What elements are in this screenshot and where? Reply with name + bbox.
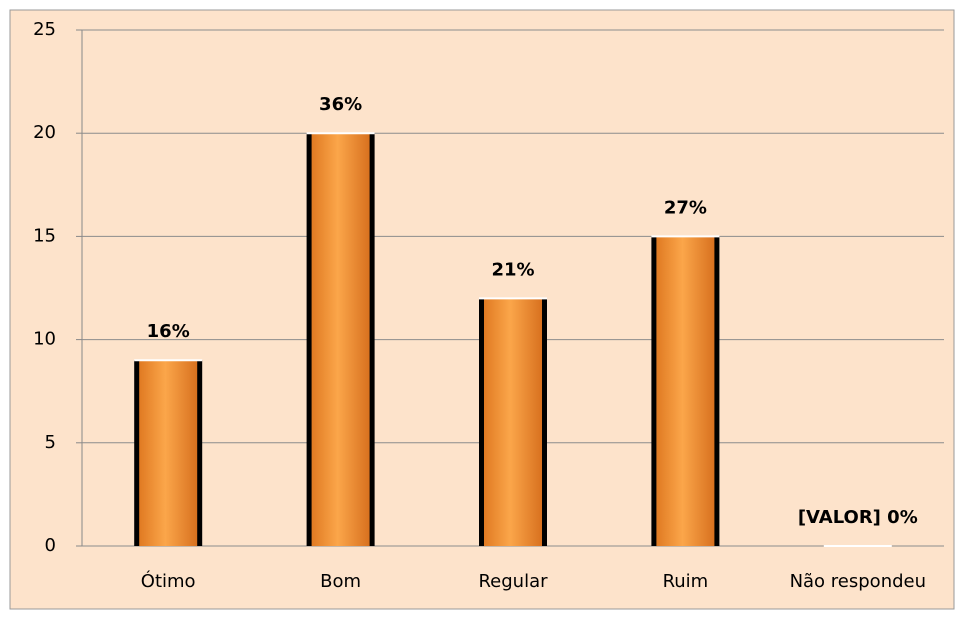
x-tick-label: Ruim bbox=[663, 571, 709, 592]
data-label: [VALOR] 0% bbox=[798, 507, 918, 528]
x-tick-label: Regular bbox=[478, 571, 548, 592]
bar bbox=[484, 298, 542, 546]
data-label: 27% bbox=[664, 197, 707, 218]
y-tick-label: 15 bbox=[33, 225, 56, 246]
data-label: 36% bbox=[319, 94, 362, 115]
y-tick-label: 10 bbox=[33, 329, 56, 350]
bar bbox=[656, 236, 715, 546]
x-tick-label: Ótimo bbox=[141, 570, 196, 592]
y-tick-label: 20 bbox=[33, 122, 56, 143]
data-label: 21% bbox=[491, 259, 534, 280]
bar bbox=[311, 133, 370, 546]
y-tick-label: 5 bbox=[45, 432, 56, 453]
y-tick-label: 0 bbox=[45, 535, 56, 556]
y-tick-label: 25 bbox=[33, 19, 56, 40]
x-tick-label: Bom bbox=[320, 571, 361, 592]
bar bbox=[139, 360, 198, 546]
x-tick-label: Não respondeu bbox=[790, 571, 926, 592]
data-label: 16% bbox=[147, 321, 190, 342]
